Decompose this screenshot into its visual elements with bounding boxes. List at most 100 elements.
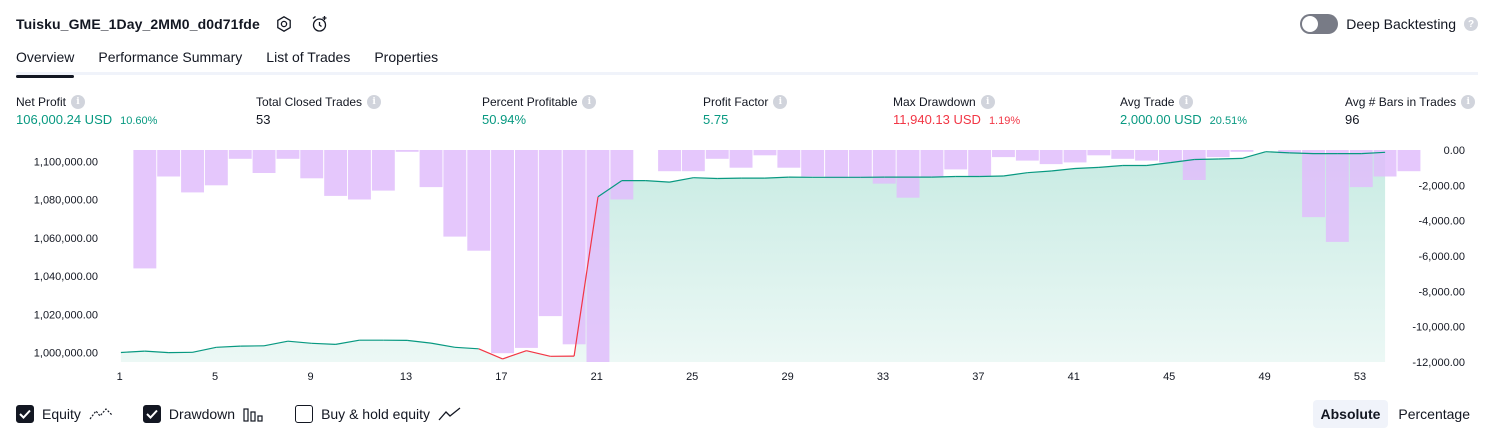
tab-bar: Overview Performance Summary List of Tra… — [16, 44, 1478, 78]
equity-line-segment — [1003, 172, 1028, 177]
x-axis-tick-label: 37 — [972, 371, 984, 383]
metric-avg-trade: Avg Trade i 2,000.00 USD 20.51% — [1120, 93, 1247, 129]
equity-drawdown-chart[interactable]: 1,100,000.00 1,080,000.00 1,060,000.00 1,04… — [0, 140, 1494, 398]
metric-label: Percent Profitable — [482, 94, 578, 109]
tab-properties[interactable]: Properties — [374, 49, 439, 65]
metric-label: Net Profit — [16, 94, 67, 109]
drawdown-bar — [729, 150, 753, 168]
metric-percent: 10.60% — [120, 115, 158, 127]
info-icon[interactable]: i — [1461, 94, 1476, 109]
legend-buy-hold[interactable]: Buy & hold equity — [295, 405, 462, 423]
left-axis-tick-label: 1,020,000.00 — [34, 309, 98, 321]
checkbox-equity[interactable] — [16, 405, 34, 423]
drawdown-bar — [1135, 150, 1158, 161]
metric-value: 11,940.13 USD — [893, 112, 981, 127]
metric-net-profit: Net Profit i 106,000.24 USD 10.60% — [16, 93, 157, 129]
x-axis-tick-label: 53 — [1354, 371, 1366, 383]
legend-drawdown-label: Drawdown — [168, 406, 236, 422]
info-icon[interactable]: i — [1179, 94, 1194, 109]
info-icon[interactable]: i — [773, 94, 788, 109]
drawdown-bar — [681, 150, 705, 172]
gear-icon[interactable] — [272, 12, 296, 36]
checkbox-buy-hold[interactable] — [295, 405, 314, 423]
metric-label: Profit Factor — [703, 94, 769, 109]
header: Tuisku_GME_1Day_2MM0_d0d71fde — [16, 12, 332, 36]
equity-line-segment — [669, 177, 694, 183]
right-axis-tick-label: -8,000.00 — [1419, 286, 1465, 298]
equity-line-segment — [1170, 158, 1195, 164]
legend-drawdown[interactable]: Drawdown — [142, 405, 265, 423]
equity-line-segment — [979, 175, 1004, 178]
equity-line-segment — [526, 350, 551, 357]
drawdown-bar — [920, 150, 944, 177]
drawdown-bar — [992, 150, 1015, 158]
equity-line-segment — [1289, 152, 1314, 155]
info-icon[interactable]: i — [71, 94, 86, 109]
drawdown-bar — [491, 150, 514, 354]
equity-line-segment — [144, 350, 169, 354]
drawdown-bar — [562, 150, 586, 345]
drawdown-bar — [133, 150, 157, 269]
equity-area — [120, 151, 1386, 362]
deep-backtesting: Deep Backtesting ? — [1300, 12, 1478, 36]
legend-buy-hold-label: Buy & hold equity — [321, 406, 431, 422]
info-icon[interactable]: i — [367, 94, 382, 109]
line-series-icon — [438, 407, 461, 421]
right-axis-tick-label: 0.00 — [1444, 145, 1465, 157]
drawdown-bar — [157, 150, 181, 177]
drawdown-bar — [610, 150, 634, 200]
equity-line-segment — [287, 340, 312, 344]
x-axis-tick-label: 25 — [686, 371, 698, 383]
metric-percent: 1.19% — [988, 115, 1021, 127]
percentage-button[interactable]: Percentage — [1398, 406, 1470, 422]
checkbox-drawdown[interactable] — [142, 405, 161, 423]
drawdown-bar — [825, 150, 848, 179]
alarm-clock-add-icon[interactable] — [308, 12, 332, 36]
equity-line-segment — [1241, 151, 1266, 159]
drawdown-bar — [300, 150, 324, 179]
drawdown-bar — [515, 150, 538, 348]
tab-list-of-trades[interactable]: List of Trades — [266, 49, 351, 65]
metric-label: Avg Trade — [1120, 94, 1175, 109]
drawdown-bar — [371, 150, 395, 191]
drawdown-bar — [276, 150, 300, 159]
equity-line-segment — [693, 177, 718, 180]
metric-total-closed-trades: Total Closed Trades i 53 — [256, 93, 382, 129]
legend-equity[interactable]: Equity — [16, 405, 113, 423]
drawdown-bar — [1230, 150, 1254, 152]
tab-performance-summary[interactable]: Performance Summary — [98, 49, 243, 65]
info-icon[interactable]: i — [582, 94, 597, 109]
x-axis-tick-label: 13 — [400, 371, 412, 383]
drawdown-bar — [538, 150, 562, 317]
equity-line-segment — [1027, 170, 1052, 174]
drawdown-bar — [705, 150, 729, 159]
equity-line-segment — [430, 342, 456, 348]
metric-label: Max Drawdown — [893, 94, 976, 109]
metric-label: Total Closed Trades — [256, 94, 363, 109]
x-axis-tick-label: 5 — [212, 371, 218, 383]
drawdown-bar — [419, 150, 443, 188]
deep-backtesting-label: Deep Backtesting — [1346, 16, 1456, 32]
equity-line-segment — [1218, 157, 1243, 160]
metric-value: 50.94% — [482, 112, 527, 127]
tab-overview[interactable]: Overview — [16, 44, 75, 78]
help-icon[interactable]: ? — [1464, 17, 1478, 31]
drawdown-bar — [1159, 150, 1182, 163]
drawdown-bar — [586, 150, 610, 362]
deep-backtesting-toggle[interactable] — [1300, 14, 1339, 34]
x-axis-tick-label: 41 — [1068, 371, 1080, 383]
drawdown-bar — [1111, 150, 1135, 159]
scale-toggle: Absolute Percentage — [1312, 400, 1479, 428]
left-axis-tick-label: 1,000,000.00 — [34, 348, 98, 360]
metric-avg-bars: Avg # Bars in Trades i 96 — [1345, 93, 1476, 129]
left-axis-tick-label: 1,060,000.00 — [34, 233, 98, 245]
x-axis-tick-label: 1 — [117, 371, 123, 383]
equity-line-segment — [764, 176, 789, 179]
absolute-button[interactable]: Absolute — [1312, 400, 1389, 428]
drawdown-bar — [467, 150, 491, 251]
info-icon[interactable]: i — [980, 94, 995, 109]
drawdown-bar — [1015, 150, 1039, 161]
right-axis-tick-label: -10,000.00 — [1412, 322, 1465, 334]
line-series-icon — [89, 408, 113, 420]
x-axis-tick-label: 45 — [1163, 371, 1175, 383]
